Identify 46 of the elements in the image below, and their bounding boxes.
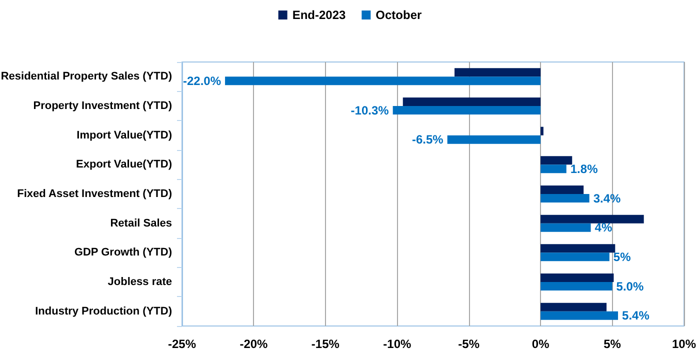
y-tick-label: Import Value(YTD) <box>76 129 172 142</box>
bar <box>540 282 612 291</box>
y-tick-label: Residential Property Sales (YTD) <box>0 70 172 83</box>
bar <box>540 126 544 136</box>
data-label: -6.5% <box>412 132 444 147</box>
x-tick-label: -10% <box>383 337 412 351</box>
bar <box>540 244 616 253</box>
bar <box>540 164 566 174</box>
data-label: 3.4% <box>593 191 622 206</box>
y-tick-label: Industry Production (YTD) <box>35 305 172 318</box>
data-label: -22.0% <box>182 74 222 88</box>
data-label: 1.8% <box>570 162 598 176</box>
bar <box>540 311 618 320</box>
bar <box>540 156 572 165</box>
x-tick-label: -20% <box>240 337 268 351</box>
data-label: -10.3% <box>350 103 390 118</box>
data-label: 5.0% <box>616 279 644 294</box>
x-tick-label: -5% <box>458 337 480 351</box>
x-tick-label: 10% <box>672 337 696 351</box>
bar <box>540 273 614 282</box>
data-label: 5% <box>613 250 632 264</box>
x-tick-label: -25% <box>168 337 196 351</box>
bar <box>540 214 644 224</box>
y-tick-label: GDP Growth (YTD) <box>74 246 172 259</box>
bar <box>447 135 541 144</box>
bar <box>402 97 541 106</box>
y-tick-label: Retail Sales <box>110 217 172 230</box>
bar <box>540 302 607 312</box>
y-tick-label: Property Investment (YTD) <box>33 100 172 112</box>
y-tick-label: Fixed Asset Investment (YTD) <box>17 188 172 200</box>
legend-label: October <box>376 8 422 22</box>
x-tick-label: 5% <box>604 337 622 351</box>
bar <box>540 185 584 194</box>
bar <box>392 106 541 115</box>
x-tick-label: 0% <box>532 337 550 351</box>
data-label: 5.4% <box>622 308 650 323</box>
legend-label: End-2023 <box>292 8 346 22</box>
bar <box>454 68 541 77</box>
data-label: 4% <box>594 220 612 235</box>
bar <box>540 194 590 203</box>
bar <box>540 252 610 262</box>
y-tick-label: Export Value(YTD) <box>76 158 172 171</box>
y-tick-label: Jobless rate <box>108 276 172 288</box>
x-tick-label: -15% <box>311 337 340 351</box>
bar <box>225 76 541 86</box>
bar <box>540 223 591 232</box>
